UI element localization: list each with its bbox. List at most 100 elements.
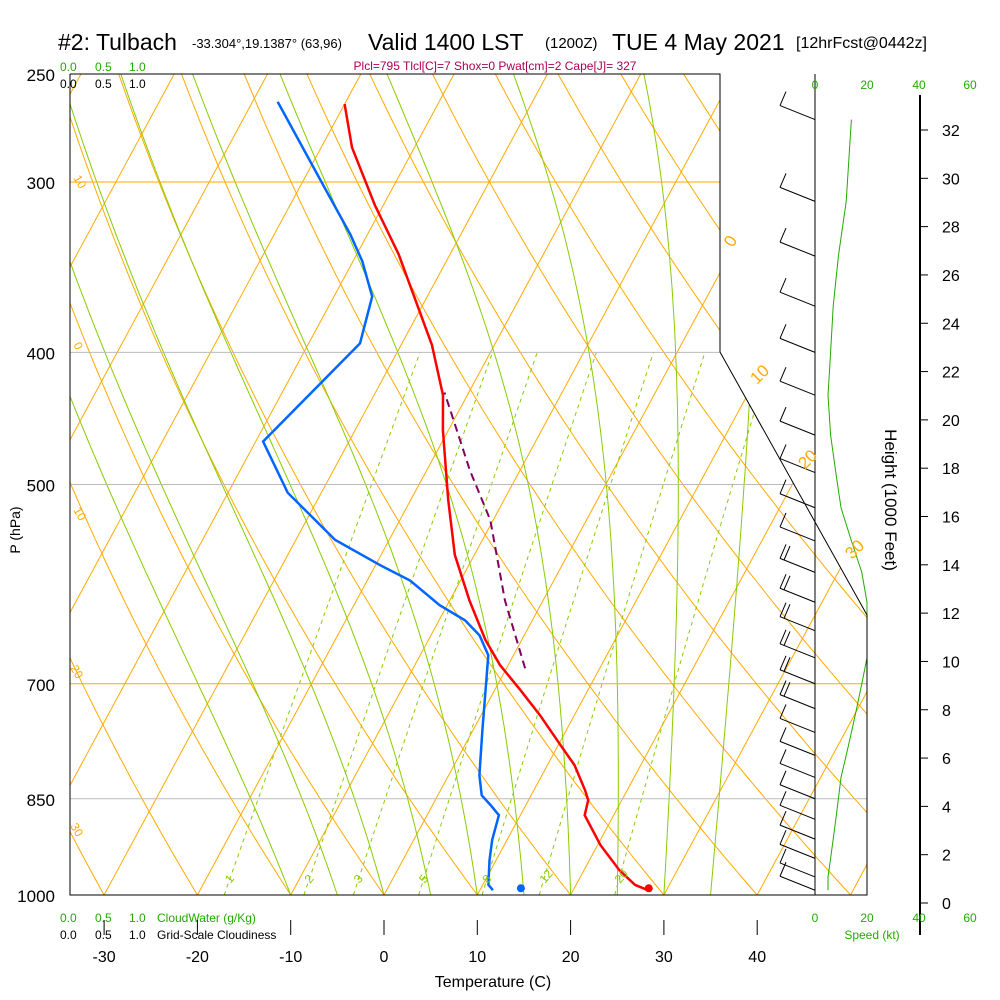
sounding-indices: Plcl=795 Tlcl[C]=7 Shox=0 Pwat[cm]=2 Cap…	[354, 59, 637, 73]
wind-barb-flag	[779, 479, 787, 494]
x-tick-label: -10	[279, 949, 302, 966]
wind-barb-flag	[779, 574, 787, 589]
isotherm-line	[663, 74, 867, 895]
height-tick-label: 28	[942, 220, 960, 237]
wind-barb	[779, 694, 816, 710]
wind-barb-flag	[779, 830, 787, 845]
wind-barb-flag	[779, 602, 787, 617]
forecast-info: [12hrFcst@0442z]	[796, 35, 927, 52]
wind-barb-flag	[779, 749, 787, 764]
isotherm-line	[70, 74, 268, 895]
station-title: #2: Tulbach	[58, 29, 177, 55]
dry-adiabat-line	[243, 74, 758, 895]
dry-adiabat-line	[0, 74, 11, 895]
wind-barb-flag	[779, 227, 787, 243]
wind-barb	[779, 740, 816, 756]
x-tick-label: 0	[380, 949, 389, 966]
speed-tick: 20	[860, 911, 874, 925]
moist-adiabat-line	[70, 74, 292, 895]
wind-barb	[779, 557, 816, 573]
height-tick-label: 18	[942, 461, 960, 478]
surface-dewpoint	[516, 884, 525, 893]
plot-frame	[69, 73, 868, 896]
wind-barb	[779, 291, 816, 307]
mixing-ratio-label: 20	[612, 867, 632, 886]
y-tick-label: 500	[27, 477, 55, 496]
height-tick-label: 0	[942, 896, 951, 913]
moist-adiabat-line	[120, 74, 432, 895]
dry-adiabat-line	[494, 74, 867, 895]
wind-barb	[779, 337, 816, 353]
mixing-ratio-label: 3	[351, 872, 366, 886]
moist-adiabat-line	[643, 74, 679, 895]
dry-adiabat-line	[306, 74, 851, 895]
cloud-tick: 0.5	[95, 928, 112, 942]
mixing-ratio-label: 5	[416, 872, 431, 886]
wind-barb-flag	[779, 173, 787, 188]
dry-adiabat-line	[557, 74, 867, 895]
wind-barb-flag	[779, 406, 787, 422]
height-tick-label: 6	[942, 751, 951, 768]
height-tick-label: 20	[942, 413, 960, 430]
isotherm-line	[850, 74, 867, 895]
x-tick-label: 10	[468, 949, 486, 966]
height-tick-label: 16	[942, 510, 960, 527]
x-tick-label: 30	[655, 949, 673, 966]
wind-barb-flag	[783, 575, 791, 591]
isotherm-line	[756, 74, 867, 895]
mixing-ratio-label: 12	[536, 867, 556, 886]
y-tick-label: 250	[27, 66, 55, 85]
cloud-tick: 0.5	[95, 911, 112, 925]
dry-adiabat-line	[70, 74, 198, 895]
dry-adiabat-line	[70, 74, 292, 895]
wind-barb	[779, 186, 816, 202]
wind-barb-flag	[779, 544, 787, 559]
speed-tick: 20	[860, 78, 874, 92]
moist-adiabat-line	[70, 74, 385, 895]
wind-barb-flag	[783, 604, 791, 619]
wind-barb-flag	[779, 91, 787, 106]
wind-barb	[779, 105, 816, 121]
wind-barb-flag	[779, 512, 787, 528]
mixing-ratio-line	[614, 352, 773, 895]
y-tick-label: 1000	[17, 887, 55, 906]
isotherm-line	[70, 74, 175, 895]
moist-adiabat-line	[386, 74, 572, 895]
wind-barb	[779, 420, 816, 436]
isotherm-label: 0	[720, 232, 741, 250]
speed-tick: 40	[912, 911, 926, 925]
dry-adiabat-line	[369, 74, 867, 895]
wind-barb	[779, 643, 816, 659]
x-axis-label: Temperature (C)	[435, 974, 551, 991]
speed-tick: 0	[812, 78, 819, 92]
wind-barb-flag	[783, 657, 791, 672]
zulu-time: (1200Z)	[545, 35, 598, 52]
wind-barb-flag	[783, 631, 791, 646]
y-tick-label: 850	[27, 791, 55, 810]
cloud-axis-bottom: 0.0 0.5 1.0 CloudWater (g/Kg) 0.0 0.5 1.…	[60, 911, 276, 942]
mixing-ratio-line	[223, 352, 421, 895]
cloud-tick: 0.0	[60, 60, 77, 74]
isotherm-label: 30	[841, 536, 868, 563]
height-tick-label: 22	[942, 365, 960, 382]
dry-adiabat-line	[118, 74, 571, 895]
height-tick-label: 26	[942, 268, 960, 285]
moist-adiabat-line	[192, 74, 478, 895]
wind-barb-flag	[779, 704, 787, 719]
wind-barb	[779, 862, 816, 878]
cloud-tick: 1.0	[129, 60, 146, 74]
height-axis-label: Height (1000 Feet)	[881, 429, 900, 571]
wind-barb-flag	[779, 277, 787, 293]
mixing-ratio-label: 8	[479, 872, 494, 886]
cloud-tick: 1.0	[129, 911, 146, 925]
wind-barb-flag	[779, 444, 787, 459]
wind-barb-flag	[779, 810, 787, 826]
speed-tick: 40	[912, 78, 926, 92]
wind-barb	[779, 458, 816, 473]
wind-barb-flag	[783, 545, 791, 561]
y-tick-label: 300	[27, 174, 55, 193]
wind-barb	[779, 587, 816, 603]
dry-adiabat-line	[70, 74, 478, 895]
adiabat-label: 30	[67, 821, 86, 840]
